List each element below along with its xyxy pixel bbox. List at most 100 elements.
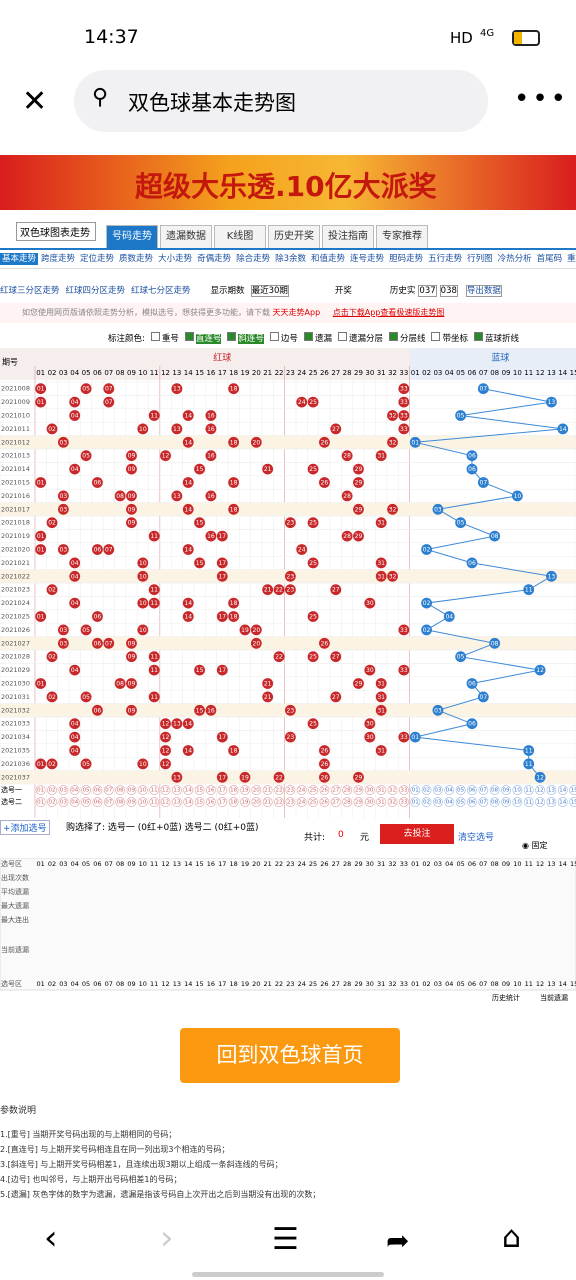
tab[interactable]: 投注指南 xyxy=(322,225,374,248)
select-cell[interactable]: 08 xyxy=(115,797,126,807)
select-cell[interactable]: 01 xyxy=(35,797,46,807)
legend-item[interactable]: 斜连号 xyxy=(227,332,264,344)
subtab[interactable]: 和值走势 xyxy=(311,254,346,264)
select-cell[interactable]: 02 xyxy=(47,785,57,795)
tab[interactable]: 历史开奖 xyxy=(268,225,320,248)
select-cell[interactable]: 20 xyxy=(251,797,262,807)
select-cell[interactable]: 22 xyxy=(274,797,284,807)
select-cell[interactable]: 05 xyxy=(81,797,91,807)
select-cell[interactable]: 31 xyxy=(376,785,387,795)
select-cell[interactable]: 12 xyxy=(535,797,545,807)
select-cell[interactable]: 22 xyxy=(274,785,284,795)
share[interactable]: ➦ xyxy=(386,1224,410,1257)
select-cell[interactable]: 07 xyxy=(103,797,114,807)
select-cell[interactable]: 13 xyxy=(171,785,182,795)
select-cell[interactable]: 29 xyxy=(353,785,364,795)
select-cell[interactable]: 08 xyxy=(489,785,500,795)
legend-item[interactable]: 蓝球折线 xyxy=(474,332,519,344)
select-cell[interactable]: 25 xyxy=(308,785,318,795)
legend-item[interactable]: 分层线 xyxy=(388,332,425,344)
select-cell[interactable]: 04 xyxy=(69,785,80,795)
select-cell[interactable]: 05 xyxy=(81,785,91,795)
select-cell[interactable]: 11 xyxy=(523,785,534,795)
select-cell[interactable]: 13 xyxy=(546,785,557,795)
subtab[interactable]: 除3余数 xyxy=(275,254,307,264)
select-cell[interactable]: 14 xyxy=(183,785,194,795)
select-cell[interactable]: 28 xyxy=(342,797,353,807)
history-option[interactable]: 历史统计 xyxy=(492,993,520,1002)
zone-link[interactable]: 红球三分区走势 xyxy=(0,286,60,296)
select-cell[interactable]: 18 xyxy=(228,785,239,795)
select-cell[interactable]: 14 xyxy=(557,785,568,795)
subtab[interactable]: 定位走势 xyxy=(80,254,115,264)
subtab[interactable]: 胆码走势 xyxy=(389,254,424,264)
select-cell[interactable]: 26 xyxy=(319,785,330,795)
clear-button[interactable]: 清空选号 xyxy=(458,833,495,843)
select-cell[interactable]: 13 xyxy=(546,797,557,807)
back[interactable]: ‹ xyxy=(44,1218,58,1258)
legend-item[interactable]: 带坐标 xyxy=(431,332,468,344)
tab[interactable]: 遗漏数据 xyxy=(160,225,212,248)
select-cell[interactable]: 07 xyxy=(478,785,489,795)
subtab[interactable]: 首尾码 xyxy=(536,254,563,264)
select-cell[interactable]: 24 xyxy=(296,785,307,795)
legend-item[interactable]: 遗漏分层 xyxy=(337,332,383,344)
download[interactable]: 导出数据 xyxy=(465,285,502,297)
select-cell[interactable]: 06 xyxy=(92,785,103,795)
select-cell[interactable]: 27 xyxy=(330,797,341,807)
select-cell[interactable]: 23 xyxy=(285,785,296,795)
from-input[interactable]: 037 xyxy=(418,285,437,297)
fixed-option[interactable]: ◉ 固定 xyxy=(522,841,548,850)
select-cell[interactable]: 04 xyxy=(69,797,80,807)
to-input[interactable]: 038 xyxy=(439,285,458,297)
select-cell[interactable]: 21 xyxy=(262,785,273,795)
select-cell[interactable]: 10 xyxy=(137,785,148,795)
select-cell[interactable]: 07 xyxy=(478,797,489,807)
legend-item[interactable]: 重号 xyxy=(150,332,179,344)
select-cell[interactable]: 06 xyxy=(467,797,477,807)
select-cell[interactable]: 07 xyxy=(103,785,114,795)
select-cell[interactable]: 09 xyxy=(501,797,511,807)
select-cell[interactable]: 02 xyxy=(47,797,57,807)
tab[interactable]: K线图 xyxy=(214,225,266,248)
tab[interactable]: 专家推荐 xyxy=(376,225,428,248)
close-button[interactable]: ✕ xyxy=(22,84,48,119)
select-cell[interactable]: 13 xyxy=(171,797,182,807)
select-cell[interactable]: 33 xyxy=(398,797,409,807)
select-cell[interactable]: 16 xyxy=(206,797,216,807)
select-cell[interactable]: 27 xyxy=(330,785,341,795)
select-cell[interactable]: 09 xyxy=(126,797,137,807)
legend-item[interactable]: 边号 xyxy=(269,332,298,344)
select-cell[interactable]: 29 xyxy=(353,797,364,807)
home-button[interactable]: 回到双色球首页 xyxy=(180,1028,400,1083)
select-cell[interactable]: 28 xyxy=(342,785,353,795)
select-cell[interactable]: 17 xyxy=(217,797,228,807)
subtab[interactable]: 除合走势 xyxy=(236,254,271,264)
select-cell[interactable]: 26 xyxy=(319,797,330,807)
home[interactable]: ⌂ xyxy=(502,1220,522,1255)
select-cell[interactable]: 06 xyxy=(467,785,477,795)
select-cell[interactable]: 09 xyxy=(126,785,137,795)
buy-button[interactable]: 去投注 xyxy=(380,824,454,844)
select-cell[interactable]: 17 xyxy=(217,785,228,795)
select-cell[interactable]: 30 xyxy=(364,785,375,795)
tab[interactable]: 号码走势 xyxy=(106,225,158,248)
select-cell[interactable]: 18 xyxy=(228,797,239,807)
lottery-select[interactable]: 双色球图表走势 xyxy=(16,222,96,241)
subtab[interactable]: 质数走势 xyxy=(119,254,154,264)
select-cell[interactable]: 02 xyxy=(421,797,432,807)
select-cell[interactable]: 03 xyxy=(58,797,69,807)
select-cell[interactable]: 11 xyxy=(523,797,534,807)
subtab[interactable]: 奇偶走势 xyxy=(197,254,232,264)
select-cell[interactable]: 01 xyxy=(410,797,421,807)
select-cell[interactable]: 03 xyxy=(433,785,443,795)
notice-link[interactable]: 点击下载App查看极速版走势图 xyxy=(332,308,445,317)
select-cell[interactable]: 14 xyxy=(183,797,194,807)
subtab[interactable]: 重号码 xyxy=(567,254,576,264)
subtab[interactable]: 跨度走势 xyxy=(41,254,76,264)
select-cell[interactable]: 10 xyxy=(512,785,523,795)
forward[interactable]: › xyxy=(160,1218,174,1258)
select-cell[interactable]: 03 xyxy=(433,797,443,807)
select-cell[interactable]: 01 xyxy=(35,785,46,795)
select-cell[interactable]: 16 xyxy=(206,785,216,795)
